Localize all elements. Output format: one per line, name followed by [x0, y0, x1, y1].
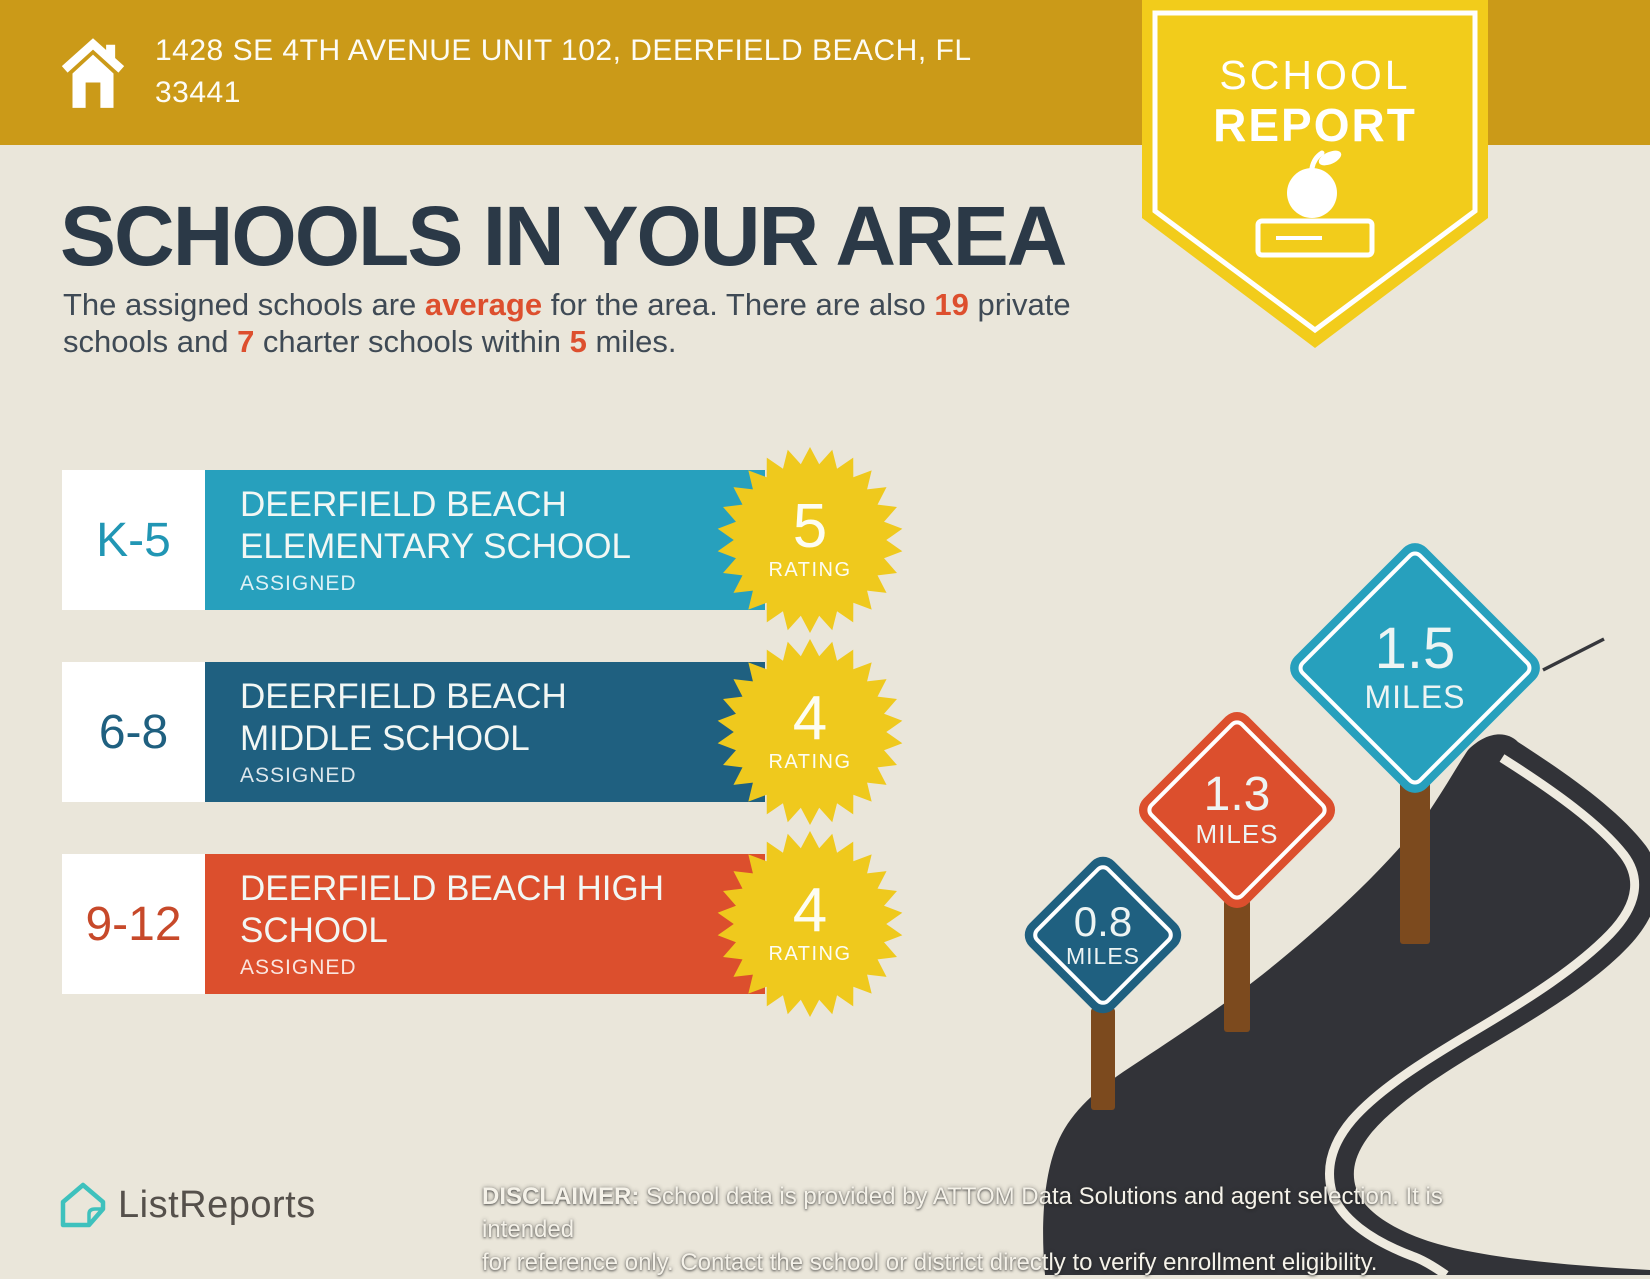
school-row-elementary: K-5 DEERFIELD BEACH ELEMENTARY SCHOOL AS…: [62, 447, 903, 633]
grade-range-badge: 9-12: [62, 854, 205, 994]
sign-post-08: [1091, 1008, 1115, 1110]
rating-value: 4: [792, 684, 828, 753]
distance-unit: MILES: [1195, 818, 1279, 849]
rating-label: RATING: [768, 559, 852, 581]
starburst-icon: [717, 447, 903, 633]
rating-label: RATING: [768, 751, 852, 773]
listreports-logo: ListReports: [58, 1178, 316, 1232]
property-address-line2: 33441: [155, 76, 241, 109]
distance-sign-08-miles: 0.8 MILES: [1018, 850, 1188, 1020]
starburst-icon: [717, 639, 903, 825]
distance-value: 1.5: [1374, 615, 1456, 681]
property-address-line1: 1428 SE 4TH AVENUE UNIT 102, DEERFIELD B…: [155, 34, 972, 67]
distance-value: 1.3: [1203, 767, 1271, 821]
distance-unit: MILES: [1364, 678, 1466, 715]
school-name: DEERFIELD BEACH MIDDLE SCHOOL: [240, 677, 567, 758]
sign-post-13: [1224, 900, 1250, 1032]
assigned-label: ASSIGNED: [240, 764, 357, 787]
school-name: DEERFIELD BEACH ELEMENTARY SCHOOL: [240, 485, 631, 566]
road-lane-line: [1325, 754, 1640, 1275]
property-address: 1428 SE 4TH AVENUE UNIT 102, DEERFIELD B…: [155, 30, 1115, 114]
listreports-icon: [60, 1182, 106, 1228]
disclaimer-text: DISCLAIMER: School data is provided by A…: [482, 1183, 1443, 1276]
rating-label: RATING: [768, 943, 852, 965]
home-icon: [61, 38, 125, 108]
distance-sign-13-miles: 1.3 MILES: [1132, 705, 1342, 915]
rating-value: 5: [792, 492, 828, 561]
road-horizon-line: [1542, 637, 1605, 672]
ribbon-shape: [1142, 0, 1488, 348]
road-shape: [1043, 734, 1650, 1275]
rating-badge: 5 RATING: [717, 447, 903, 633]
starburst-icon: [717, 831, 903, 1017]
school-bar: DEERFIELD BEACH ELEMENTARY SCHOOL ASSIGN…: [205, 470, 765, 610]
disclaimer-label: DISCLAIMER:: [482, 1183, 640, 1210]
assigned-label: ASSIGNED: [240, 572, 357, 595]
rating-badge: 4 RATING: [717, 639, 903, 825]
school-row-middle: 6-8 DEERFIELD BEACH MIDDLE SCHOOL ASSIGN…: [62, 639, 903, 825]
summary-text: The assigned schools are average for the…: [63, 287, 1071, 359]
distance-unit: MILES: [1065, 942, 1141, 969]
apple-book-icon: [1255, 150, 1375, 258]
school-name: DEERFIELD BEACH HIGH SCHOOL: [240, 869, 664, 950]
ribbon-title-line1: SCHOOL: [1219, 52, 1411, 98]
ribbon-title-line2: REPORT: [1213, 99, 1417, 151]
page-title: SCHOOLS IN YOUR AREA: [60, 189, 1067, 283]
brand-name: ListReports: [118, 1183, 316, 1226]
rating-value: 4: [792, 876, 828, 945]
sign-post-15: [1400, 780, 1430, 944]
rating-badge: 4 RATING: [717, 831, 903, 1017]
grade-range-badge: K-5: [62, 470, 205, 610]
grade-range-badge: 6-8: [62, 662, 205, 802]
school-report-ribbon: SCHOOL REPORT: [1142, 0, 1488, 348]
distance-value: 0.8: [1073, 897, 1133, 945]
school-bar: DEERFIELD BEACH HIGH SCHOOL ASSIGNED: [205, 854, 765, 994]
school-row-high: 9-12 DEERFIELD BEACH HIGH SCHOOL ASSIGNE…: [62, 831, 903, 1017]
assigned-label: ASSIGNED: [240, 956, 357, 979]
distance-sign-15-miles: 1.5 MILES: [1283, 536, 1547, 800]
school-bar: DEERFIELD BEACH MIDDLE SCHOOL ASSIGNED: [205, 662, 765, 802]
